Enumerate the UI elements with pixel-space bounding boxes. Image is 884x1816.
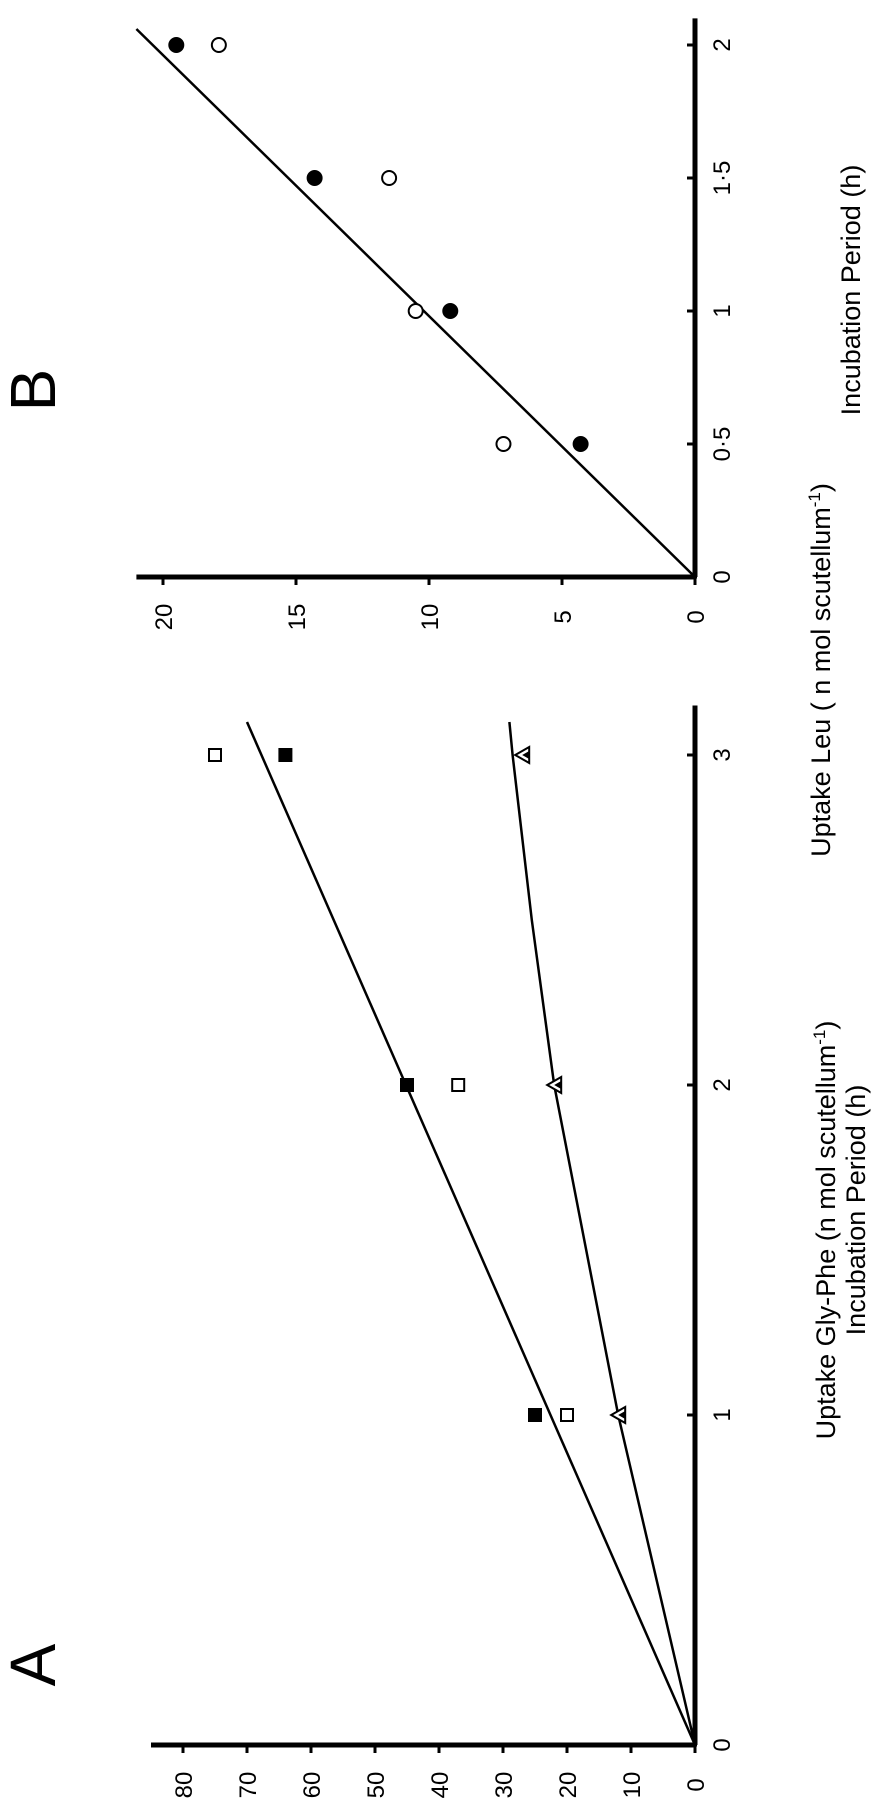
panel-a-open-square-point <box>208 748 222 762</box>
panel-a-y-tick-label: 10 <box>619 1772 646 1799</box>
panel-b-open-circle-point <box>495 436 512 452</box>
panel-b-x-tick-label: 0·5 <box>709 427 736 462</box>
panel-a-x-tick-label: 0 <box>709 1738 736 1751</box>
panel-a-y-axis-title-text: Uptake Gly-Phe (n mol scutellum <box>811 1045 841 1440</box>
panel-b-y-axis-title: Uptake Leu ( n mol scutellum-1) <box>805 483 836 857</box>
panel-b-y-tick-label: 5 <box>550 610 577 623</box>
panel-a-y-tick-label: 30 <box>491 1772 518 1799</box>
panel-b: B Incubation Period (h) Uptake Leu ( n m… <box>0 18 866 857</box>
panel-b-y-axis-title-text: Uptake Leu ( n mol scutellum <box>806 507 836 857</box>
panel-a-y-tick-label: 40 <box>427 1772 454 1799</box>
panel-a-y-axis-title-superscript: -1 <box>810 1030 829 1045</box>
panel-b-x-tick-label: 0 <box>709 570 736 583</box>
panel-b-filled-circle-point <box>168 37 185 53</box>
panel-a-open-square-point <box>560 1408 574 1422</box>
panel-b-filled-circle-point <box>306 170 323 186</box>
panel-a-y-axis-title: Uptake Gly-Phe (n mol scutellum-1) <box>810 1021 841 1440</box>
panel-a-filled-square-point <box>400 1078 414 1092</box>
panel-b-filled-circle-point <box>442 303 459 319</box>
panel-b-open-circle-point <box>210 37 227 53</box>
panel-a-y-tick-label: 0 <box>683 1778 710 1791</box>
panel-b-y-tick-label: 10 <box>417 604 444 631</box>
panel-b-y-tick-label: 0 <box>683 610 710 623</box>
panel-b-y-axis-title-superscript: -1 <box>805 492 824 507</box>
panel-b-x-tick-label: 1·5 <box>709 161 736 196</box>
panel-b-letter: B <box>0 369 69 412</box>
panel-a-x-tick-label: 1 <box>709 1408 736 1421</box>
panel-b-x-axis-title: Incubation Period (h) <box>836 165 866 416</box>
panel-a-filled-square-point <box>278 748 293 762</box>
panel-a-fit-line <box>508 721 697 1746</box>
panel-b-x-tick-label: 2 <box>709 38 736 51</box>
panel-a-y-tick-label: 20 <box>555 1772 582 1799</box>
panel-b-open-circle-point <box>381 170 398 186</box>
panel-a-letter: A <box>0 1643 69 1686</box>
panel-a-y-tick-label: 80 <box>171 1772 198 1799</box>
panel-a-triangle-point-fill <box>522 751 530 759</box>
panel-a-x-tick-label: 3 <box>709 748 736 761</box>
panel-a-x-axis-title: Incubation Period (h) <box>841 1085 871 1336</box>
panel-a-y-tick-label: 50 <box>363 1772 390 1799</box>
panel-b-filled-circle-point <box>572 436 589 452</box>
panel-a-fit-line <box>245 721 697 1746</box>
panel-a-triangle-point-fill <box>618 1411 626 1419</box>
panel-a-open-square-point <box>451 1078 466 1092</box>
panel-b-x-tick-label: 1 <box>709 304 736 317</box>
panel-a-y-axis-title-close: ) <box>811 1021 841 1030</box>
panel-b-y-tick-label: 20 <box>151 604 178 631</box>
panel-b-y-axis-title-close: ) <box>806 483 836 492</box>
panel-b-y-tick-label: 15 <box>284 604 311 631</box>
panel-a-filled-square-point <box>528 1408 542 1422</box>
panel-b-open-circle-point <box>407 303 424 319</box>
panel-a-y-tick-label: 70 <box>235 1772 262 1799</box>
panel-a-x-tick-label: 2 <box>709 1078 736 1091</box>
panel-a-triangle-point-fill <box>554 1081 562 1089</box>
panel-a: A Incubation Period (h) Uptake Gly-Phe (… <box>0 705 871 1799</box>
panel-a-y-tick-label: 60 <box>299 1772 326 1799</box>
